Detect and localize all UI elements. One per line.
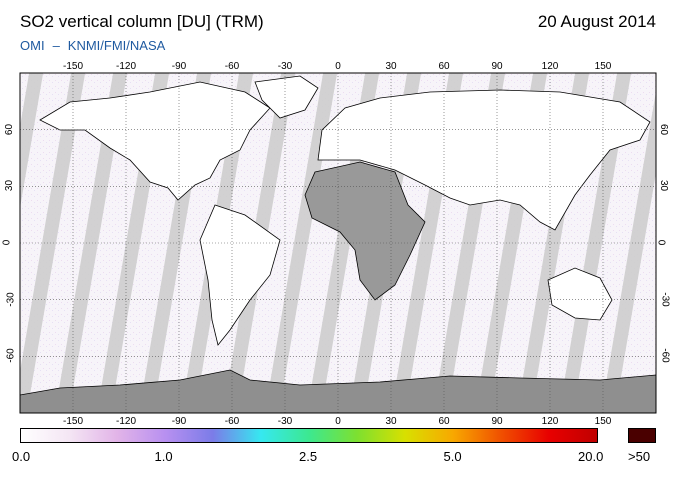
swath-band [600,91,656,413]
landmass-australia [547,267,613,321]
graticule [20,73,656,413]
landmass-greenland [254,75,319,119]
colorbar-tick-label: 1.0 [154,449,173,464]
colorbar-overflow-label: >50 [628,449,651,464]
landmass-north-america [39,81,271,201]
bottom-lon-tick-label: 0 [335,416,341,427]
top-lon-tick-label: 30 [385,61,397,72]
top-lon-tick-label: 90 [491,61,503,72]
bottom-lon-tick-label: 30 [385,416,397,427]
top-lon-tick-label: -60 [224,61,240,72]
top-lon-tick-label: 150 [594,61,612,72]
top-lon-tick-label: 120 [541,61,559,72]
left-lat-tick-label: 30 [4,180,16,192]
colorbar-tick-label: 0.0 [12,449,31,464]
left-lat-tick-label: 60 [4,123,16,135]
landmass-africa [304,161,426,301]
right-lat-tick-label: -30 [659,291,671,307]
continents [20,75,656,413]
swath-band [20,73,86,413]
top-lon-tick-label: -150 [62,61,84,72]
top-lon-tick-label: 60 [438,61,450,72]
bottom-lon-tick-label: 150 [594,416,612,427]
credit-instrument: OMI [20,38,45,53]
bottom-lon-tick-label: -30 [277,416,293,427]
credit-line: OMI – KNMI/FMI/NASA [20,38,165,53]
credit-agencies: KNMI/FMI/NASA [67,38,166,53]
colorbar-tick-label: 2.5 [299,449,318,464]
left-lat-tick-label: 0 [1,239,13,246]
right-lat-tick-label: 0 [655,239,667,246]
map-date: 20 August 2014 [537,12,656,31]
map-title: SO2 vertical column [DU] (TRM) [20,12,264,31]
map-frame [19,72,657,414]
colorbar [20,428,598,443]
bottom-lon-tick-label: -60 [224,416,240,427]
right-lat-tick-label: -60 [659,348,671,364]
bottom-lon-tick-label: 120 [541,416,559,427]
top-lon-tick-label: 0 [335,61,341,72]
top-lon-tick-label: -30 [277,61,293,72]
bottom-lon-tick-label: -150 [62,416,84,427]
swath-band [558,73,632,413]
landmass-south-america [199,204,281,346]
left-lat-tick-label: -30 [5,291,17,307]
bottom-lon-tick-label: -90 [171,416,187,427]
right-lat-tick-label: 60 [658,123,670,135]
bottom-lon-tick-label: 60 [438,416,450,427]
colorbar-overflow-swatch [628,428,656,443]
bottom-lon-tick-label: 90 [491,416,503,427]
right-lat-tick-label: 30 [658,180,670,192]
credit-separator: – [52,38,60,53]
colorbar-tick-label: 5.0 [443,449,462,464]
swath-band [20,73,44,208]
bottom-lon-tick-label: -120 [115,416,137,427]
top-lon-tick-label: -120 [115,61,137,72]
left-lat-tick-label: -60 [5,348,17,364]
top-lon-tick-label: -90 [171,61,187,72]
landmass-eurasia [317,89,651,231]
world-map [19,72,657,414]
colorbar-tick-label: 20.0 [578,449,604,464]
